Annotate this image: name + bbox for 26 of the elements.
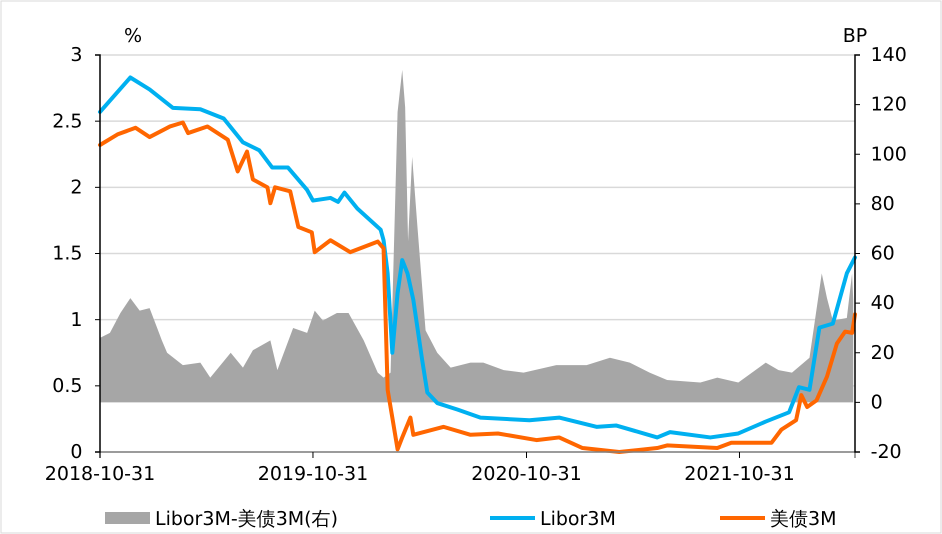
legend-label: Libor3M (540, 508, 616, 530)
x-tick-label: 2018-10-31 (44, 463, 156, 485)
legend-label: 美债3M (770, 508, 836, 530)
y2-tick-label: 100 (870, 143, 907, 166)
y2-tick-label: 20 (870, 342, 895, 364)
y2-tick-label: 80 (870, 192, 895, 215)
y2-tick-label: 60 (870, 242, 895, 265)
y-tick-label: 0 (70, 441, 82, 464)
y-tick-label: 1.5 (52, 242, 82, 265)
x-tick-label: 2019-10-31 (258, 463, 368, 485)
y2-tick-label: 40 (870, 292, 895, 314)
y2-tick-label: -20 (870, 441, 902, 464)
y2-tick-label: 0 (870, 391, 883, 414)
x-tick-label: 2021-10-31 (684, 463, 795, 485)
y-tick-label: 1 (70, 308, 82, 331)
y-tick-label: 3 (70, 44, 82, 66)
y2-tick-label: 140 (870, 44, 907, 66)
y2-axis-title: BP (842, 25, 868, 47)
x-tick-label: 2020-10-31 (471, 463, 582, 485)
legend-label: Libor3M-美债3M(右) (155, 508, 338, 530)
y-tick-label: 0.5 (52, 374, 82, 397)
line-series (98, 120, 857, 454)
y-tick-label: 2 (70, 176, 82, 198)
y2-tick-label: 120 (870, 94, 907, 116)
y-axis-title: % (124, 25, 142, 47)
y-tick-label: 2.5 (52, 110, 82, 132)
